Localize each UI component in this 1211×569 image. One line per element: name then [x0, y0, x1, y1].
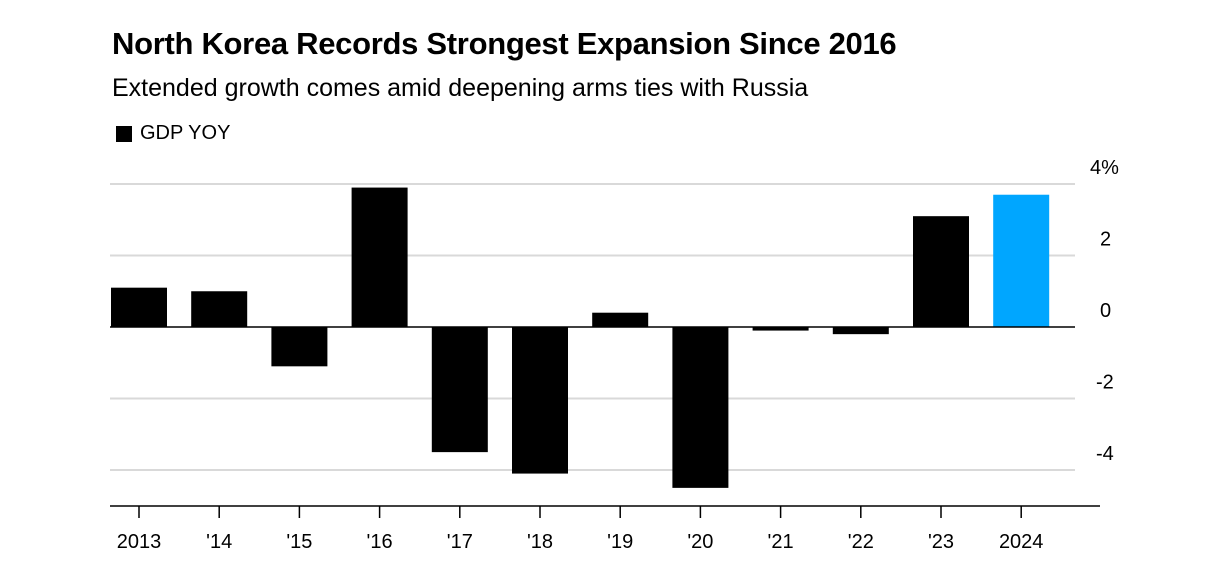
y-tick-label: 0	[1100, 300, 1111, 322]
bar	[111, 287, 167, 327]
bar	[993, 194, 1050, 327]
y-tick-label: -2	[1096, 372, 1114, 394]
bar	[271, 327, 328, 367]
bar	[913, 216, 969, 327]
x-tick-label: '14	[206, 531, 232, 553]
chart-title: North Korea Records Strongest Expansion …	[112, 26, 897, 61]
x-tick-label: 2024	[999, 531, 1044, 553]
bar	[191, 291, 248, 327]
y-tick-label: 2	[1100, 229, 1111, 251]
bar	[431, 327, 488, 453]
x-tick-label: '22	[848, 531, 874, 553]
legend-label: GDP YOY	[140, 122, 231, 144]
legend-swatch	[116, 125, 132, 142]
chart-subtitle: Extended growth comes amid deepening arm…	[112, 74, 809, 102]
x-tick-label: '15	[286, 531, 312, 553]
x-tick-label: '17	[447, 531, 473, 553]
legend: GDP YOY	[116, 122, 230, 145]
x-tick-label: 2013	[117, 531, 162, 553]
x-tick-label: '19	[607, 531, 633, 553]
bar	[351, 187, 408, 327]
x-tick-label: '23	[928, 531, 954, 553]
bar	[752, 327, 809, 331]
x-tick-label: '16	[367, 531, 393, 553]
x-tick-label: '18	[527, 531, 553, 553]
bar	[672, 327, 729, 488]
bar	[592, 312, 649, 327]
bar	[512, 327, 568, 474]
y-tick-label: -4	[1096, 443, 1114, 465]
y-tick-label: 4%	[1090, 157, 1119, 179]
x-tick-label: '20	[687, 531, 713, 553]
x-tick-label: '21	[768, 531, 794, 553]
bar	[832, 327, 889, 335]
